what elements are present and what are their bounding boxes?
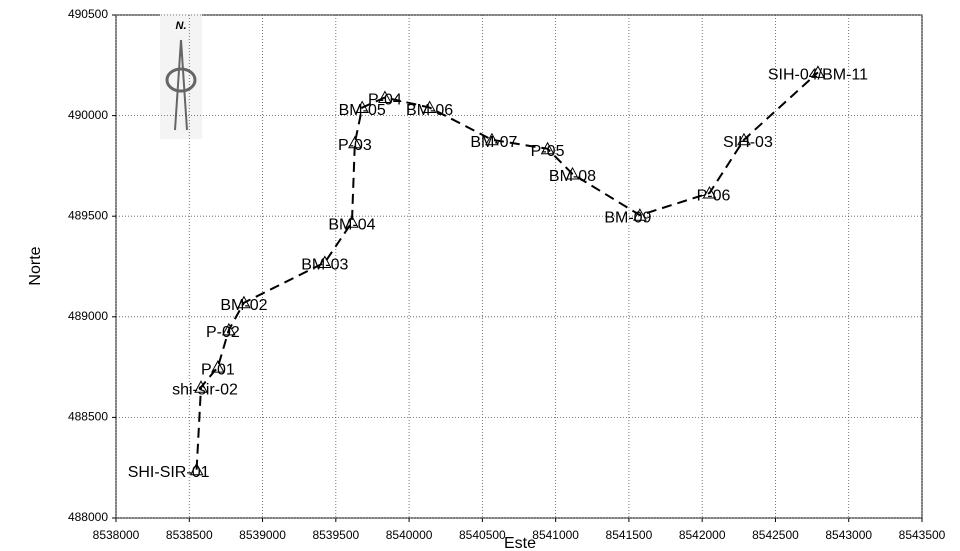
station-marker (540, 141, 555, 155)
x-tick-label: 8541500 (606, 528, 653, 542)
x-tick-label: 8540500 (459, 528, 506, 542)
station-marker (221, 322, 236, 336)
station-marker (737, 132, 751, 146)
station-label: BM-09 (604, 209, 651, 226)
station-label: BM-07 (470, 134, 517, 151)
station-marker (345, 215, 359, 228)
y-axis-label: Norte (27, 246, 44, 285)
station-marker (702, 186, 717, 199)
station-marker (422, 100, 437, 114)
station-label: BM-05 (339, 102, 386, 119)
y-tick-label: 488000 (68, 510, 108, 524)
y-tick-label: 489500 (68, 208, 108, 222)
station-label: SIH-03 (723, 134, 773, 151)
north-arrow: N. (160, 14, 202, 139)
station-label: BM-06 (406, 102, 453, 119)
station-marker (378, 90, 392, 103)
station-label: P-06 (697, 187, 731, 204)
station-marker (565, 166, 580, 180)
station-label: BM-08 (549, 168, 596, 185)
station-marker (194, 380, 208, 393)
survey-line (195, 71, 819, 470)
plot-frame (115, 14, 923, 519)
y-tick-label: 490500 (68, 7, 108, 21)
north-arrow-needle (174, 39, 188, 131)
x-tick-label: 8541000 (532, 528, 579, 542)
x-tick-label: 8543500 (899, 528, 946, 542)
x-tick-label: 8542500 (752, 528, 799, 542)
station-label: P-01 (201, 361, 235, 378)
station-marker (355, 100, 370, 114)
station-marker (189, 462, 204, 476)
north-label: N. (176, 20, 187, 32)
station-marker (633, 208, 647, 221)
station-label: shi-sir-02 (172, 381, 238, 398)
station-label: BM-02 (220, 297, 267, 314)
x-tick-label: 8542000 (679, 528, 726, 542)
y-tick-label: 489000 (68, 309, 108, 323)
station-marker (237, 295, 251, 309)
x-tick-label: 8539500 (312, 528, 359, 542)
x-tick-label: 8538500 (166, 528, 213, 542)
station-label: BM-04 (328, 216, 375, 233)
station-marker (811, 65, 825, 78)
station-marker (317, 255, 332, 268)
station-marker (211, 360, 225, 373)
station-label: BM-03 (301, 257, 348, 274)
station-label: SIH-04/BM-11 (768, 67, 868, 84)
x-tick-label: 8543000 (825, 528, 872, 542)
station-marker (348, 135, 362, 149)
y-tick-label: 488500 (68, 410, 108, 424)
station-label: P-05 (531, 143, 565, 160)
x-axis-label: Este (504, 535, 536, 551)
x-tick-label: 8540000 (386, 528, 433, 542)
y-tick-label: 490000 (68, 108, 108, 122)
station-label: P-03 (338, 137, 372, 154)
x-tick-label: 8538000 (93, 528, 140, 542)
station-label: P-04 (368, 92, 402, 109)
station-marker (485, 132, 499, 146)
station-label: SHI-SIR-01 (128, 464, 210, 481)
north-arrow-ring (165, 67, 197, 93)
station-label: P-02 (206, 324, 240, 341)
x-tick-label: 8539000 (239, 528, 286, 542)
